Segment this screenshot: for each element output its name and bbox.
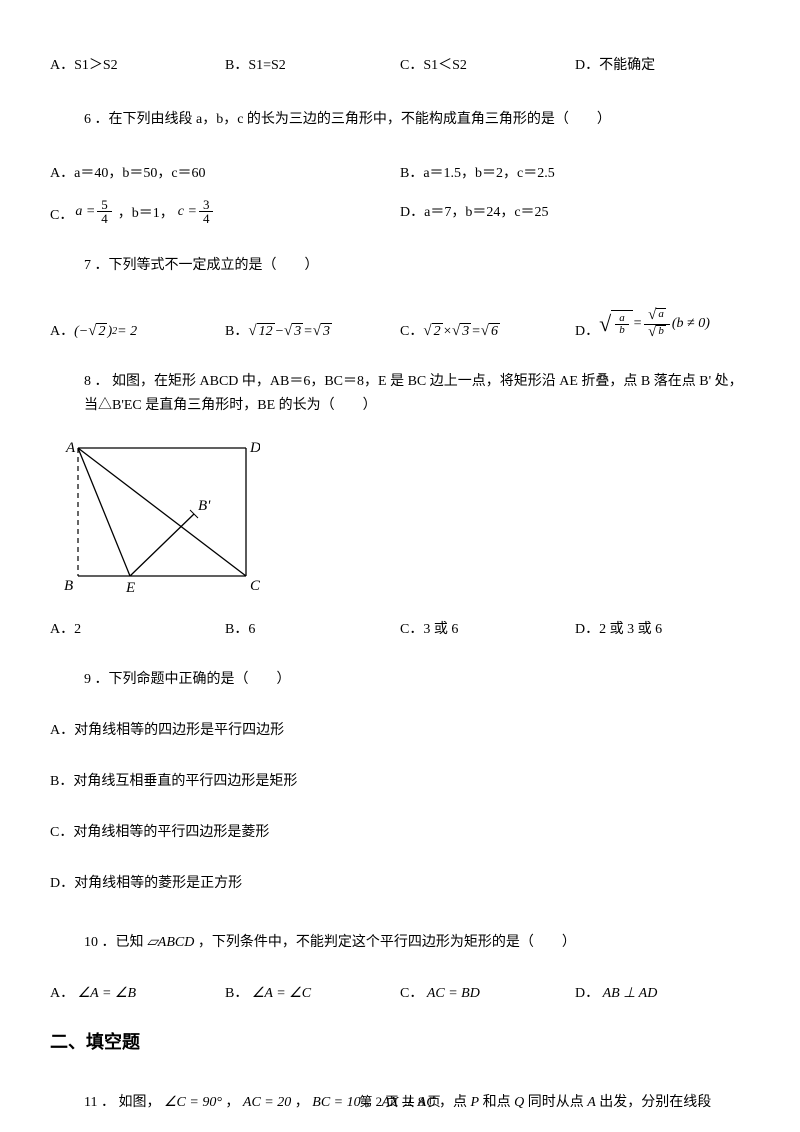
q6-opt-c-label: C． (50, 204, 73, 224)
q9-opt-a: A．对角线相等的四边形是平行四边形 (50, 718, 750, 743)
q6c-frac2: 3 4 (199, 198, 214, 226)
label-c: C (250, 578, 260, 594)
q7d-sb: b (656, 325, 666, 341)
q6c-a-eq: a = (75, 204, 95, 220)
q6-opt-a: A．a＝40，b＝50，c＝60 (50, 162, 400, 182)
label-d: D (249, 440, 260, 456)
q7c-eq: = (471, 324, 480, 340)
section-2-title: 二、填空题 (50, 1028, 750, 1054)
q8-opt-b: B．6 (225, 618, 400, 638)
q10-stem: 10 ．已知 ▱ABCD ，下列条件中，不能判定这个平行四边形为矩形的是（ ） (84, 931, 750, 955)
q7-stem: 7 ．下列等式不一定成立的是（ ） (84, 254, 750, 278)
q8-diagram-svg: A D B C E B' (50, 440, 260, 600)
q6-stem: 6 ．在下列由线段 a，b，c 的长为三边的三角形中，不能构成直角三角形的是（ … (84, 108, 750, 132)
q6c-num2: 3 (199, 198, 214, 212)
q10c-label: C． (400, 986, 423, 1001)
q8-figure: A D B C E B' (50, 440, 750, 600)
q9-opt-d: D．对角线相等的菱形是正方形 (50, 871, 750, 896)
q9-stem: 9 ．下列命题中正确的是（ ） (84, 668, 750, 692)
q5-options: A．S1＞S2 B．S1=S2 C．S1＜S2 D．不能确定 (50, 54, 750, 74)
q6-opt-d: D．a＝7，b＝24，c＝25 (400, 198, 750, 224)
q7c-s3: 6 (489, 323, 500, 340)
q7b-expr: √12 − √3 = √3 (248, 323, 332, 340)
q5-opt-d: D．不能确定 (575, 54, 750, 74)
q5-opt-b: B．S1=S2 (225, 54, 400, 74)
q7a-expr: (− √2 ) 2 = 2 (74, 323, 137, 340)
q6c-c-eq: c = (178, 204, 197, 220)
q7d-cond: (b ≠ 0) (672, 316, 710, 332)
q10b-label: B． (225, 986, 248, 1001)
q7a-sqrtbody: 2 (96, 323, 107, 340)
q10b-expr: ∠A = ∠C (252, 986, 311, 1001)
q6c-num1: 5 (97, 198, 112, 212)
q10-stem-sym: ▱ABCD (147, 935, 194, 950)
q7c-s2: 3 (460, 323, 471, 340)
q7d-eq: = (633, 316, 642, 332)
q5-opt-a: A．S1＞S2 (50, 54, 225, 74)
q5-opt-c: C．S1＜S2 (400, 54, 575, 74)
page-footer: 第 2 页 共 8 页 (0, 1091, 800, 1110)
q10a-expr: ∠A = ∠B (78, 986, 136, 1001)
label-e: E (125, 580, 135, 596)
q10-options: A． ∠A = ∠B B． ∠A = ∠C C． AC = BD D． AB ⊥… (50, 982, 750, 1002)
q7b-s1: 12 (257, 323, 275, 340)
q7d-a: a (615, 313, 629, 325)
q7b-eq: = (303, 324, 312, 340)
q7a-label: A． (50, 320, 74, 340)
q10d-expr: AB ⊥ AD (603, 986, 658, 1001)
q7c-expr: √2 × √3 = √6 (423, 323, 500, 340)
label-a: A (65, 440, 76, 456)
q7d-b: b (615, 324, 629, 337)
q7b-label: B． (225, 320, 248, 340)
label-bp: B' (198, 498, 211, 514)
q10-stem-post: ，下列条件中，不能判定这个平行四边形为矩形的是（ ） (198, 935, 576, 950)
q6c-mid: ，b＝1， (118, 202, 174, 222)
q8-opt-a: A．2 (50, 618, 225, 638)
q7d-expr: √ a b = √a √b (b ≠ 0) (599, 308, 710, 341)
q7d-sa: a (656, 308, 666, 324)
q7a-sqrt: √2 (88, 323, 107, 340)
q7a-eq: = 2 (117, 324, 137, 340)
q6c-den1: 4 (97, 211, 112, 226)
q10d-label: D． (575, 986, 599, 1001)
q6c-den2: 4 (199, 211, 214, 226)
q6c-frac1: 5 4 (97, 198, 112, 226)
q9-opt-c: C．对角线相等的平行四边形是菱形 (50, 820, 750, 845)
q7a-pre: (− (74, 324, 88, 340)
line-ebp (130, 514, 194, 576)
q6-opt-b: B．a＝1.5，b＝2，c＝2.5 (400, 162, 750, 182)
q7b-s2: 3 (292, 323, 303, 340)
q9-opt-b: B．对角线互相垂直的平行四边形是矩形 (50, 769, 750, 794)
q8-opt-d: D．2 或 3 或 6 (575, 618, 750, 638)
label-b: B (64, 578, 73, 594)
q10c-expr: AC = BD (427, 986, 480, 1001)
q7b-s3: 3 (321, 323, 332, 340)
q7d-rhs: √a √b (644, 308, 670, 341)
q7c-s1: 2 (432, 323, 443, 340)
q7b-minus: − (275, 324, 284, 340)
q8-opt-c: C．3 或 6 (400, 618, 575, 638)
q10-stem-pre: 10 ．已知 (84, 935, 144, 950)
q7c-times: × (443, 324, 452, 340)
q10a-label: A． (50, 986, 74, 1001)
q8-stem: 8 ． 如图，在矩形 ABCD 中，AB＝6，BC＝8，E 是 BC 边上一点，… (84, 370, 750, 418)
q7d-label: D． (575, 320, 599, 340)
q8-options: A．2 B．6 C．3 或 6 D．2 或 3 或 6 (50, 618, 750, 638)
line-ac (78, 448, 246, 576)
q7c-label: C． (400, 320, 423, 340)
